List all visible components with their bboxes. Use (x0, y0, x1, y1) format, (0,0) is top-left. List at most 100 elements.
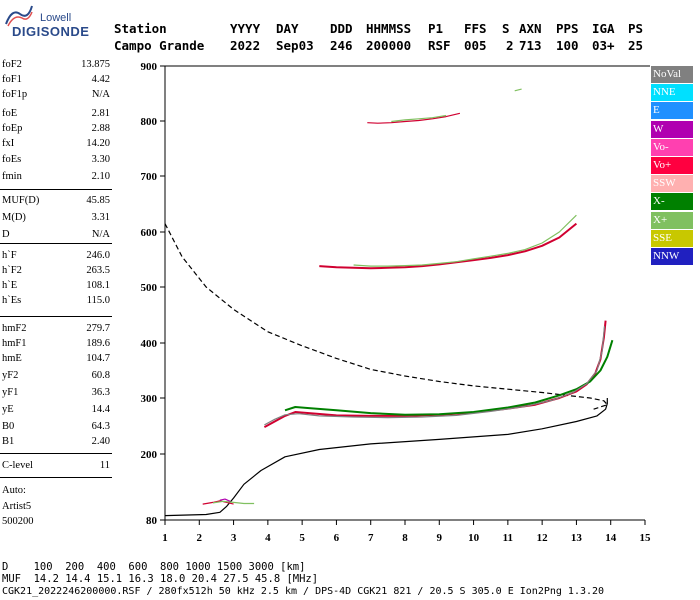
legend-item: NNW (651, 248, 693, 265)
param-value: N/A (91, 89, 110, 100)
series-trace-4 (264, 326, 606, 426)
footer-file-info: CGK21_2022246200000.RSF / 280fx512h 50 k… (2, 586, 605, 597)
digisonde-logo-icon (5, 5, 33, 27)
header-label-ffs: FFS (464, 21, 487, 36)
autoscaling-info: Artist5 (2, 501, 32, 512)
header-value-p1: RSF (428, 38, 451, 53)
series-trace-3 (284, 339, 614, 416)
legend-item: E (651, 102, 693, 120)
param-name: D (2, 229, 10, 240)
y-tick-label: 800 (141, 116, 158, 128)
series-trace-1 (164, 223, 608, 410)
legend-item: X+ (651, 211, 693, 229)
x-tick-label: 2 (197, 532, 203, 544)
header-label-s: S (502, 21, 510, 36)
legend-item: SSW (651, 175, 693, 193)
header-label-station: Station (114, 21, 167, 36)
param-name: MUF(D) (2, 195, 40, 206)
y-tick-label: 200 (141, 449, 158, 461)
param-separator (0, 477, 112, 478)
header-label-ddd: DDD (330, 21, 353, 36)
parameter-panel: foF2 13.875 foF1 4.42 foF1p N/A foE 2.81 foEp 2.8… (0, 0, 114, 540)
param-value: 2.88 (91, 123, 110, 134)
param-value: 36.3 (91, 387, 110, 398)
header-label-day: DAY (276, 21, 299, 36)
param-name: yE (2, 404, 14, 415)
param-separator (0, 189, 112, 190)
series-trace-7 (367, 112, 461, 124)
param-value: 14.4 (91, 404, 110, 415)
x-tick-label: 6 (334, 532, 340, 544)
param-value: 64.3 (91, 421, 110, 432)
x-tick-label: 9 (437, 532, 443, 544)
header-value-ddd: 246 (330, 38, 353, 53)
y-tick-label: 300 (141, 393, 158, 405)
series-trace-2 (263, 320, 607, 428)
header-label-axn: AXN (519, 21, 542, 36)
legend-item: NNE (651, 84, 693, 102)
param-name: foF1 (2, 74, 22, 85)
footer-muf-row: MUF 14.2 14.4 15.1 16.3 18.0 20.4 27.5 4… (2, 573, 319, 585)
param-value: 263.5 (86, 265, 110, 276)
header-value-ffs: 005 (464, 38, 487, 53)
param-name: foEp (2, 123, 23, 134)
header-value-ps: 25 (628, 38, 644, 53)
header-label-ps: PS (628, 21, 644, 36)
x-tick-label: 4 (265, 532, 271, 544)
x-tick-label: 10 (468, 532, 480, 544)
param-name: foEs (2, 154, 22, 165)
param-value: 2.81 (91, 108, 110, 119)
param-value: 4.42 (91, 74, 110, 85)
header-label-pps: PPS (556, 21, 579, 36)
y-tick-label: 80 (146, 515, 158, 527)
series-trace-12 (219, 498, 231, 502)
param-value: 189.6 (86, 338, 110, 349)
param-value: 2.10 (91, 171, 110, 182)
param-name: M(D) (2, 212, 26, 223)
param-name: hmF2 (2, 323, 27, 334)
param-name: h`E (2, 280, 18, 291)
y-tick-label: 500 (141, 282, 158, 294)
header-value-hhmmss: 200000 (366, 38, 412, 53)
legend-item: NoVal (651, 66, 693, 83)
legend-item: X- (651, 193, 693, 211)
series-trace-5 (319, 222, 578, 270)
param-name: h`Es (2, 295, 22, 306)
header-value-axn: 713 (519, 38, 542, 53)
param-name: fxI (2, 138, 15, 149)
footer-distance-row: D 100 200 400 600 800 1000 1500 3000 [km… (2, 561, 306, 573)
header-values-row: Campo Grande 2022 Sep03 246 200000 RSF 0… (114, 38, 654, 54)
param-name: foF1p (2, 89, 28, 100)
x-tick-label: 3 (231, 532, 237, 544)
y-tick-label: 900 (141, 61, 158, 73)
param-separator (0, 453, 112, 454)
x-tick-label: 11 (503, 532, 513, 544)
param-name: foE (2, 108, 18, 119)
series-trace-11 (212, 500, 255, 505)
header-labels-row: Station YYYY DAY DDD HHMMSS P1 FFS S AXN… (114, 21, 654, 37)
param-name: hmF1 (2, 338, 27, 349)
header-value-pps: 100 (556, 38, 579, 53)
param-name: yF2 (2, 370, 19, 381)
param-value: 3.31 (91, 212, 110, 223)
param-name: h`F2 (2, 265, 22, 276)
header-label-hhmmss: HHMMSS (366, 21, 412, 36)
x-tick-label: 1 (162, 532, 168, 544)
param-name: h`F (2, 250, 17, 261)
param-name: C-level (2, 460, 33, 471)
series-trace-0 (164, 398, 608, 517)
x-tick-label: 5 (299, 532, 305, 544)
param-name: fmin (2, 171, 22, 182)
chart-series (164, 88, 614, 517)
param-value: 279.7 (86, 323, 110, 334)
header-value-s: 2 (506, 38, 514, 53)
param-value: 14.20 (86, 138, 110, 149)
param-name: B1 (2, 436, 15, 447)
y-tick-label: 400 (141, 338, 158, 350)
param-value: 2.40 (91, 436, 110, 447)
y-tick-label: 700 (141, 171, 158, 183)
y-tick-label: 600 (141, 227, 158, 239)
x-tick-label: 13 (571, 532, 583, 544)
